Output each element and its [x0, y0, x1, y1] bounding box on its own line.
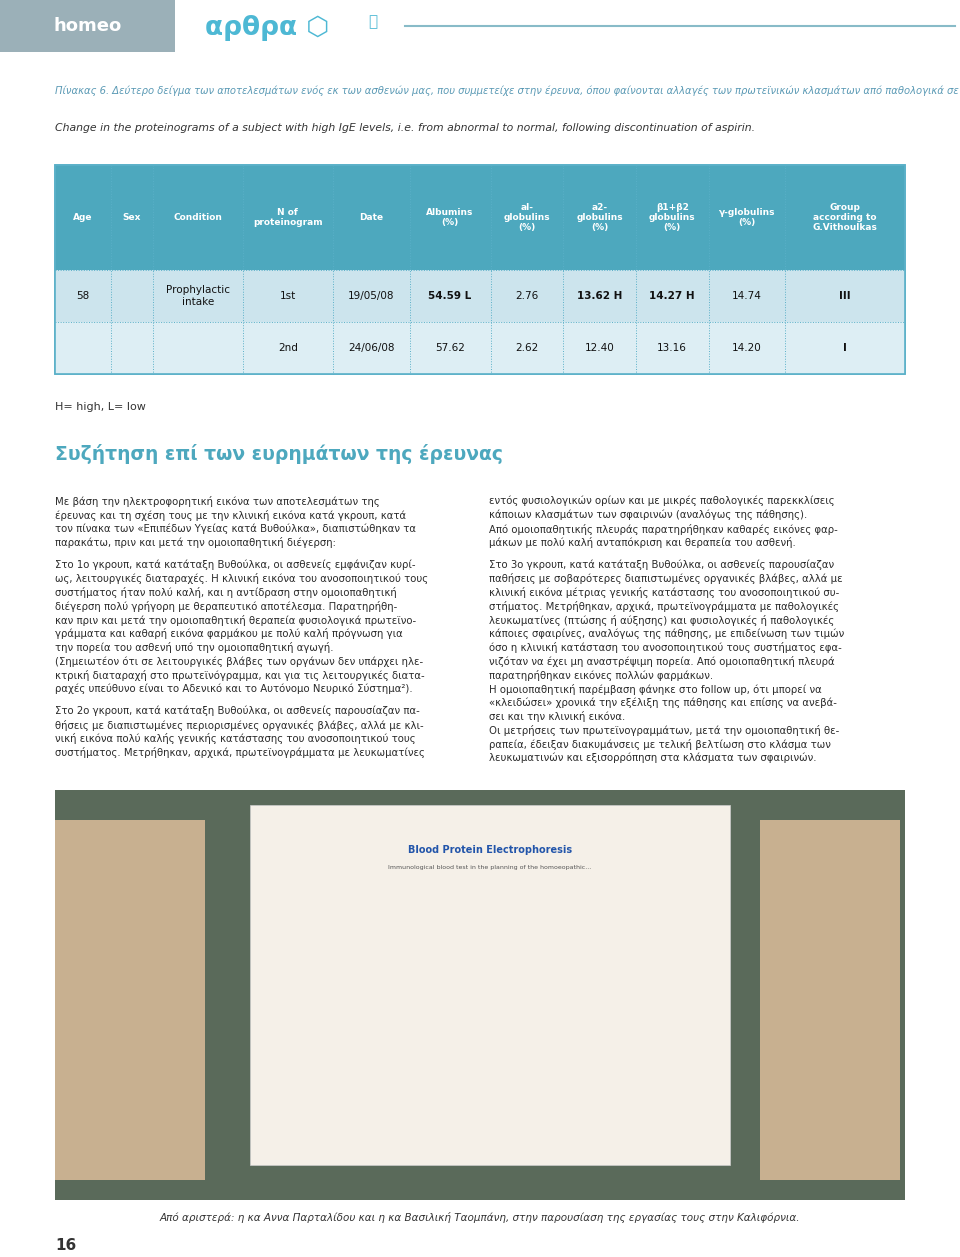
- Text: 2.76: 2.76: [516, 292, 539, 300]
- Text: a2-
globulins
(%): a2- globulins (%): [576, 202, 623, 233]
- Bar: [55, 165, 905, 375]
- Text: νική εικόνα πολύ καλής γενικής κατάστασης του ανοσοποιητικού τους: νική εικόνα πολύ καλής γενικής κατάσταση…: [55, 733, 416, 744]
- Text: Condition: Condition: [174, 212, 223, 222]
- Text: παθήσεις με σοβαρότερες διαπιστωμένες οργανικές βλάβες, αλλά με: παθήσεις με σοβαρότερες διαπιστωμένες ορ…: [489, 573, 843, 585]
- Bar: [250, 804, 730, 1165]
- Text: την πορεία του ασθενή υπό την ομοιοπαθητική αγωγή.: την πορεία του ασθενή υπό την ομοιοπαθητ…: [55, 642, 333, 654]
- Bar: [55, 165, 905, 375]
- Text: Με βάση την ηλεκτροφορητική εικόνα των αποτελεσμάτων της: Με βάση την ηλεκτροφορητική εικόνα των α…: [55, 497, 380, 507]
- Text: 13.62 H: 13.62 H: [577, 292, 622, 300]
- Text: 19/05/08: 19/05/08: [348, 292, 395, 300]
- Text: (Σημειωτέον ότι σε λειτουργικές βλάβες των οργάνων δεν υπάρχει ηλε-: (Σημειωτέον ότι σε λειτουργικές βλάβες τ…: [55, 656, 423, 666]
- Bar: [0, 0, 175, 52]
- Text: 14.74: 14.74: [732, 292, 762, 300]
- Text: παρατηρήθηκαν εικόνες πολλών φαρμάκων.: παρατηρήθηκαν εικόνες πολλών φαρμάκων.: [489, 670, 713, 681]
- Text: 54.59 L: 54.59 L: [428, 292, 471, 300]
- Text: μάκων με πολύ καλή ανταπόκριση και θεραπεία του ασθενή.: μάκων με πολύ καλή ανταπόκριση και θεραπ…: [489, 538, 796, 548]
- Text: λευκωματίνες (πτώσης ή αύξησης) και φυσιολογικές ή παθολογικές: λευκωματίνες (πτώσης ή αύξησης) και φυσι…: [489, 615, 834, 626]
- Text: νιζόταν να έχει μη αναστρέψιμη πορεία. Από ομοιοπαθητική πλευρά: νιζόταν να έχει μη αναστρέψιμη πορεία. Α…: [489, 656, 834, 667]
- Text: κάποιες σφαιρίνες, αναλόγως της πάθησης, με επιδείνωση των τιμών: κάποιες σφαιρίνες, αναλόγως της πάθησης,…: [489, 628, 844, 639]
- Text: 1st: 1st: [279, 292, 296, 300]
- Text: ραπεία, έδειξαν διακυμάνσεις με τελική βελτίωση στο κλάσμα των: ραπεία, έδειξαν διακυμάνσεις με τελική β…: [489, 739, 830, 750]
- Text: homeo: homeo: [54, 18, 122, 35]
- Text: Η ομοιοπαθητική παρέμβαση φάνηκε στο follow up, ότι μπορεί να: Η ομοιοπαθητική παρέμβαση φάνηκε στο fol…: [489, 684, 822, 695]
- Text: Οι μετρήσεις των πρωτεϊνογραμμάτων, μετά την ομοιοπαθητική θε-: Οι μετρήσεις των πρωτεϊνογραμμάτων, μετά…: [489, 725, 839, 737]
- Text: Στο 3ο γκρουπ, κατά κατάταξη Βυθούλκα, οι ασθενείς παρουσίαζαν: Στο 3ο γκρουπ, κατά κατάταξη Βυθούλκα, ο…: [489, 559, 834, 569]
- Text: καν πριν και μετά την ομοιοπαθητική θεραπεία φυσιολογικά πρωτεϊνο-: καν πριν και μετά την ομοιοπαθητική θερα…: [55, 615, 416, 626]
- Text: 2.62: 2.62: [516, 343, 539, 353]
- Text: Συζήτηση επί των ευρημάτων της έρευνας: Συζήτηση επί των ευρημάτων της έρευνας: [55, 444, 503, 464]
- Text: στήματος. Μετρήθηκαν, αρχικά, πρωτεϊνογράμματα με παθολογικές: στήματος. Μετρήθηκαν, αρχικά, πρωτεϊνογρ…: [489, 601, 839, 612]
- Text: 12.40: 12.40: [585, 343, 614, 353]
- Text: διέγερση πολύ γρήγορη με θεραπευτικό αποτέλεσμα. Παρατηρήθη-: διέγερση πολύ γρήγορη με θεραπευτικό απο…: [55, 601, 397, 612]
- Text: III: III: [839, 292, 851, 300]
- Text: Στο 1ο γκρουπ, κατά κατάταξη Βυθούλκα, οι ασθενείς εμφάνιζαν κυρί-: Στο 1ο γκρουπ, κατά κατάταξη Βυθούλκα, ο…: [55, 559, 416, 569]
- Bar: [55, 270, 905, 322]
- Text: β1+β2
globulins
(%): β1+β2 globulins (%): [649, 202, 696, 233]
- Text: 14.20: 14.20: [732, 343, 762, 353]
- Text: Sex: Sex: [123, 212, 141, 222]
- Text: Στο 2ο γκρουπ, κατά κατάταξη Βυθούλκα, οι ασθενείς παρουσίαζαν πα-: Στο 2ο γκρουπ, κατά κατάταξη Βυθούλκα, ο…: [55, 705, 420, 716]
- Text: 24/06/08: 24/06/08: [348, 343, 395, 353]
- Text: γράμματα και καθαρή εικόνα φαρμάκου με πολύ καλή πρόγνωση για: γράμματα και καθαρή εικόνα φαρμάκου με π…: [55, 628, 403, 640]
- Text: 14.27 H: 14.27 H: [649, 292, 695, 300]
- Text: τον πίνακα των «Επιπέδων Υγείας κατά Βυθούλκα», διαπιστώθηκαν τα: τον πίνακα των «Επιπέδων Υγείας κατά Βυθ…: [55, 524, 416, 534]
- Text: 16: 16: [55, 1237, 76, 1252]
- Text: 2nd: 2nd: [277, 343, 298, 353]
- Text: I: I: [843, 343, 847, 353]
- Text: Date: Date: [359, 212, 383, 222]
- Bar: [55, 789, 905, 1200]
- Text: ως, λειτουργικές διαταραχές. Η κλινική εικόνα του ανοσοποιητικού τους: ως, λειτουργικές διαταραχές. Η κλινική ε…: [55, 573, 428, 585]
- Text: εντός φυσιολογικών ορίων και με μικρές παθολογικές παρεκκλίσεις: εντός φυσιολογικών ορίων και με μικρές π…: [489, 497, 834, 507]
- Text: 58: 58: [76, 292, 89, 300]
- Text: κλινική εικόνα μέτριας γενικής κατάστασης του ανοσοποιητικού συ-: κλινική εικόνα μέτριας γενικής κατάσταση…: [489, 587, 839, 598]
- Text: λευκωματινών και εξισορρόπηση στα κλάσματα των σφαιρινών.: λευκωματινών και εξισορρόπηση στα κλάσμα…: [489, 753, 817, 763]
- Text: Group
according to
G.Vithoulkas: Group according to G.Vithoulkas: [813, 202, 877, 233]
- Text: Πίνακας 6. Δεύτερο δείγμα των αποτελεσμάτων ενός εκ των ασθενών μας, που συμμετε: Πίνακας 6. Δεύτερο δείγμα των αποτελεσμά…: [55, 85, 960, 96]
- Text: θήσεις με διαπιστωμένες περιορισμένες οργανικές βλάβες, αλλά με κλι-: θήσεις με διαπιστωμένες περιορισμένες ορ…: [55, 719, 423, 730]
- Text: H= high, L= low: H= high, L= low: [55, 402, 146, 412]
- Text: παρακάτω, πριν και μετά την ομοιοπαθητική διέγερση:: παρακάτω, πριν και μετά την ομοιοπαθητικ…: [55, 538, 336, 548]
- Text: κτρική διαταραχή στο πρωτεϊνόγραμμα, και για τις λειτουργικές διατα-: κτρική διαταραχή στο πρωτεϊνόγραμμα, και…: [55, 670, 424, 681]
- Text: έρευνας και τη σχέση τους με την κλινική εικόνα κατά γκρουπ, κατά: έρευνας και τη σχέση τους με την κλινική…: [55, 510, 406, 520]
- Text: ραχές υπεύθυνο είναι το Αδενικό και το Αυτόνομο Νευρικό Σύστημα²).: ραχές υπεύθυνο είναι το Αδενικό και το Α…: [55, 684, 413, 694]
- Text: Albumins
(%): Albumins (%): [426, 207, 474, 228]
- Text: συστήματος ήταν πολύ καλή, και η αντίδραση στην ομοιοπαθητική: συστήματος ήταν πολύ καλή, και η αντίδρα…: [55, 587, 396, 598]
- Text: γ-globulins
(%): γ-globulins (%): [719, 207, 776, 228]
- Text: 57.62: 57.62: [435, 343, 465, 353]
- Text: Blood Protein Electrophoresis: Blood Protein Electrophoresis: [408, 845, 572, 855]
- Text: 13.16: 13.16: [658, 343, 687, 353]
- Text: Age: Age: [73, 212, 92, 222]
- Bar: [760, 820, 900, 1180]
- Text: «κλειδώσει» χρονικά την εξέλιξη της πάθησης και επίσης να ανεβά-: «κλειδώσει» χρονικά την εξέλιξη της πάθη…: [489, 698, 837, 708]
- Text: Από αριστερά: η κα Αννα Παρταλίδου και η κα Βασιλική Ταομπάνη, στην παρουσίαση τ: Από αριστερά: η κα Αννα Παρταλίδου και η…: [159, 1212, 801, 1223]
- Text: 🏺: 🏺: [368, 15, 377, 29]
- Text: συστήματος. Μετρήθηκαν, αρχικά, πρωτεϊνογράμματα με λευκωματίνες: συστήματος. Μετρήθηκαν, αρχικά, πρωτεϊνο…: [55, 747, 425, 758]
- Text: N of
proteinogram: N of proteinogram: [253, 207, 323, 228]
- Text: κάποιων κλασμάτων των σφαιρινών (αναλόγως της πάθησης).: κάποιων κλασμάτων των σφαιρινών (αναλόγω…: [489, 510, 807, 520]
- Text: όσο η κλινική κατάσταση του ανοσοποιητικού τους συστήματος εφα-: όσο η κλινική κατάσταση του ανοσοποιητικ…: [489, 642, 842, 654]
- Text: al-
globulins
(%): al- globulins (%): [504, 202, 550, 233]
- Text: Immunological blood test in the planning of the homoeopathic...: Immunological blood test in the planning…: [389, 865, 591, 870]
- Text: Change in the proteinograms of a subject with high IgE levels, i.e. from abnorma: Change in the proteinograms of a subject…: [55, 123, 756, 133]
- Text: αρθρα ⬡: αρθρα ⬡: [205, 15, 329, 41]
- Text: σει και την κλινική εικόνα.: σει και την κλινική εικόνα.: [489, 711, 625, 723]
- Bar: [55, 820, 205, 1180]
- Text: Από ομοιοπαθητικής πλευράς παρατηρήθηκαν καθαρές εικόνες φαρ-: Από ομοιοπαθητικής πλευράς παρατηρήθηκαν…: [489, 524, 838, 534]
- Bar: [55, 322, 905, 375]
- Text: Prophylactic
intake: Prophylactic intake: [166, 285, 230, 307]
